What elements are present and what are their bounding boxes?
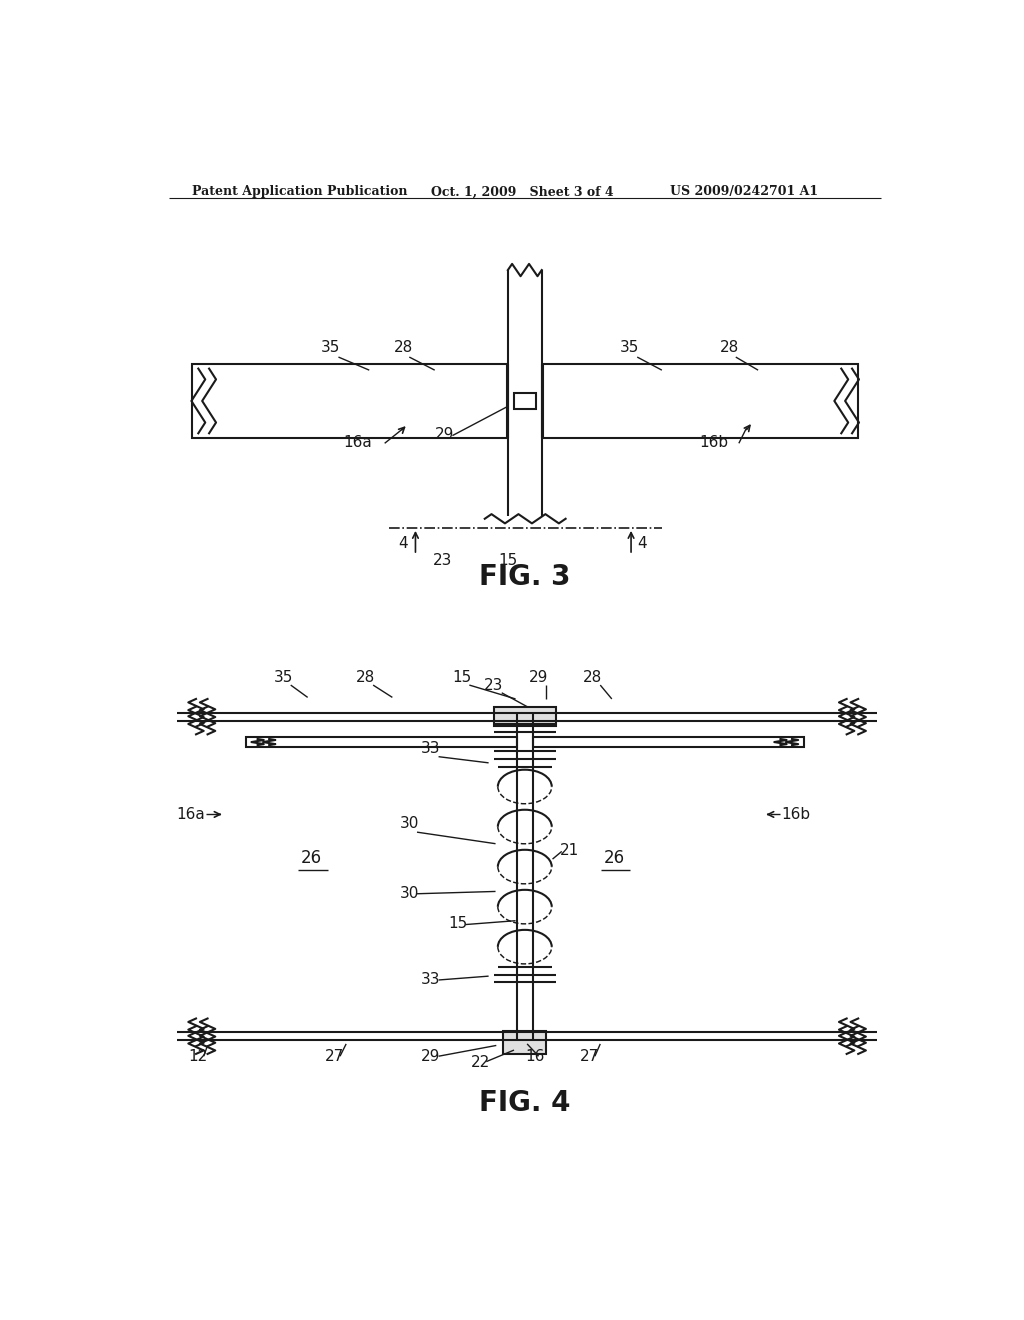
Text: 30: 30 [399, 816, 419, 832]
Text: 35: 35 [620, 341, 639, 355]
Text: 15: 15 [499, 553, 518, 568]
Text: 4: 4 [398, 536, 408, 550]
Text: 30: 30 [399, 886, 419, 900]
Text: 28: 28 [394, 341, 414, 355]
Text: 16b: 16b [699, 436, 729, 450]
Text: Patent Application Publication: Patent Application Publication [193, 185, 408, 198]
Text: 29: 29 [529, 671, 548, 685]
Text: Oct. 1, 2009   Sheet 3 of 4: Oct. 1, 2009 Sheet 3 of 4 [431, 185, 613, 198]
Text: 16b: 16b [781, 807, 810, 822]
Bar [514, 393, 536, 409]
Text: 27: 27 [580, 1049, 599, 1064]
Text: 23: 23 [484, 677, 504, 693]
Text: 33: 33 [421, 972, 440, 987]
Bar [543, 364, 858, 438]
Text: 26: 26 [301, 849, 323, 867]
Text: 28: 28 [355, 671, 375, 685]
Text: 4: 4 [637, 536, 646, 550]
Text: 15: 15 [452, 671, 471, 685]
Text: 23: 23 [432, 553, 452, 568]
Text: 16a: 16a [177, 807, 206, 822]
Text: 35: 35 [322, 341, 340, 355]
Text: FIG. 3: FIG. 3 [479, 562, 570, 590]
Bar [193, 364, 507, 438]
Text: FIG. 4: FIG. 4 [479, 1089, 570, 1117]
Text: 21: 21 [560, 843, 580, 858]
Text: 29: 29 [435, 428, 455, 442]
Text: 28: 28 [720, 341, 739, 355]
Text: 35: 35 [273, 671, 293, 685]
Text: 16a: 16a [343, 436, 372, 450]
Text: 16: 16 [525, 1049, 545, 1064]
Text: 15: 15 [449, 916, 467, 932]
Bar [494, 708, 556, 726]
Bar [503, 1031, 547, 1053]
Text: 26: 26 [603, 849, 625, 867]
Text: 27: 27 [325, 1049, 344, 1064]
Text: US 2009/0242701 A1: US 2009/0242701 A1 [670, 185, 818, 198]
Text: 12: 12 [188, 1049, 208, 1064]
Bar [532, 738, 804, 747]
Bar [246, 738, 517, 747]
Text: 33: 33 [421, 741, 440, 756]
Text: 22: 22 [471, 1055, 490, 1071]
Text: 28: 28 [583, 671, 602, 685]
Text: 29: 29 [421, 1049, 440, 1064]
